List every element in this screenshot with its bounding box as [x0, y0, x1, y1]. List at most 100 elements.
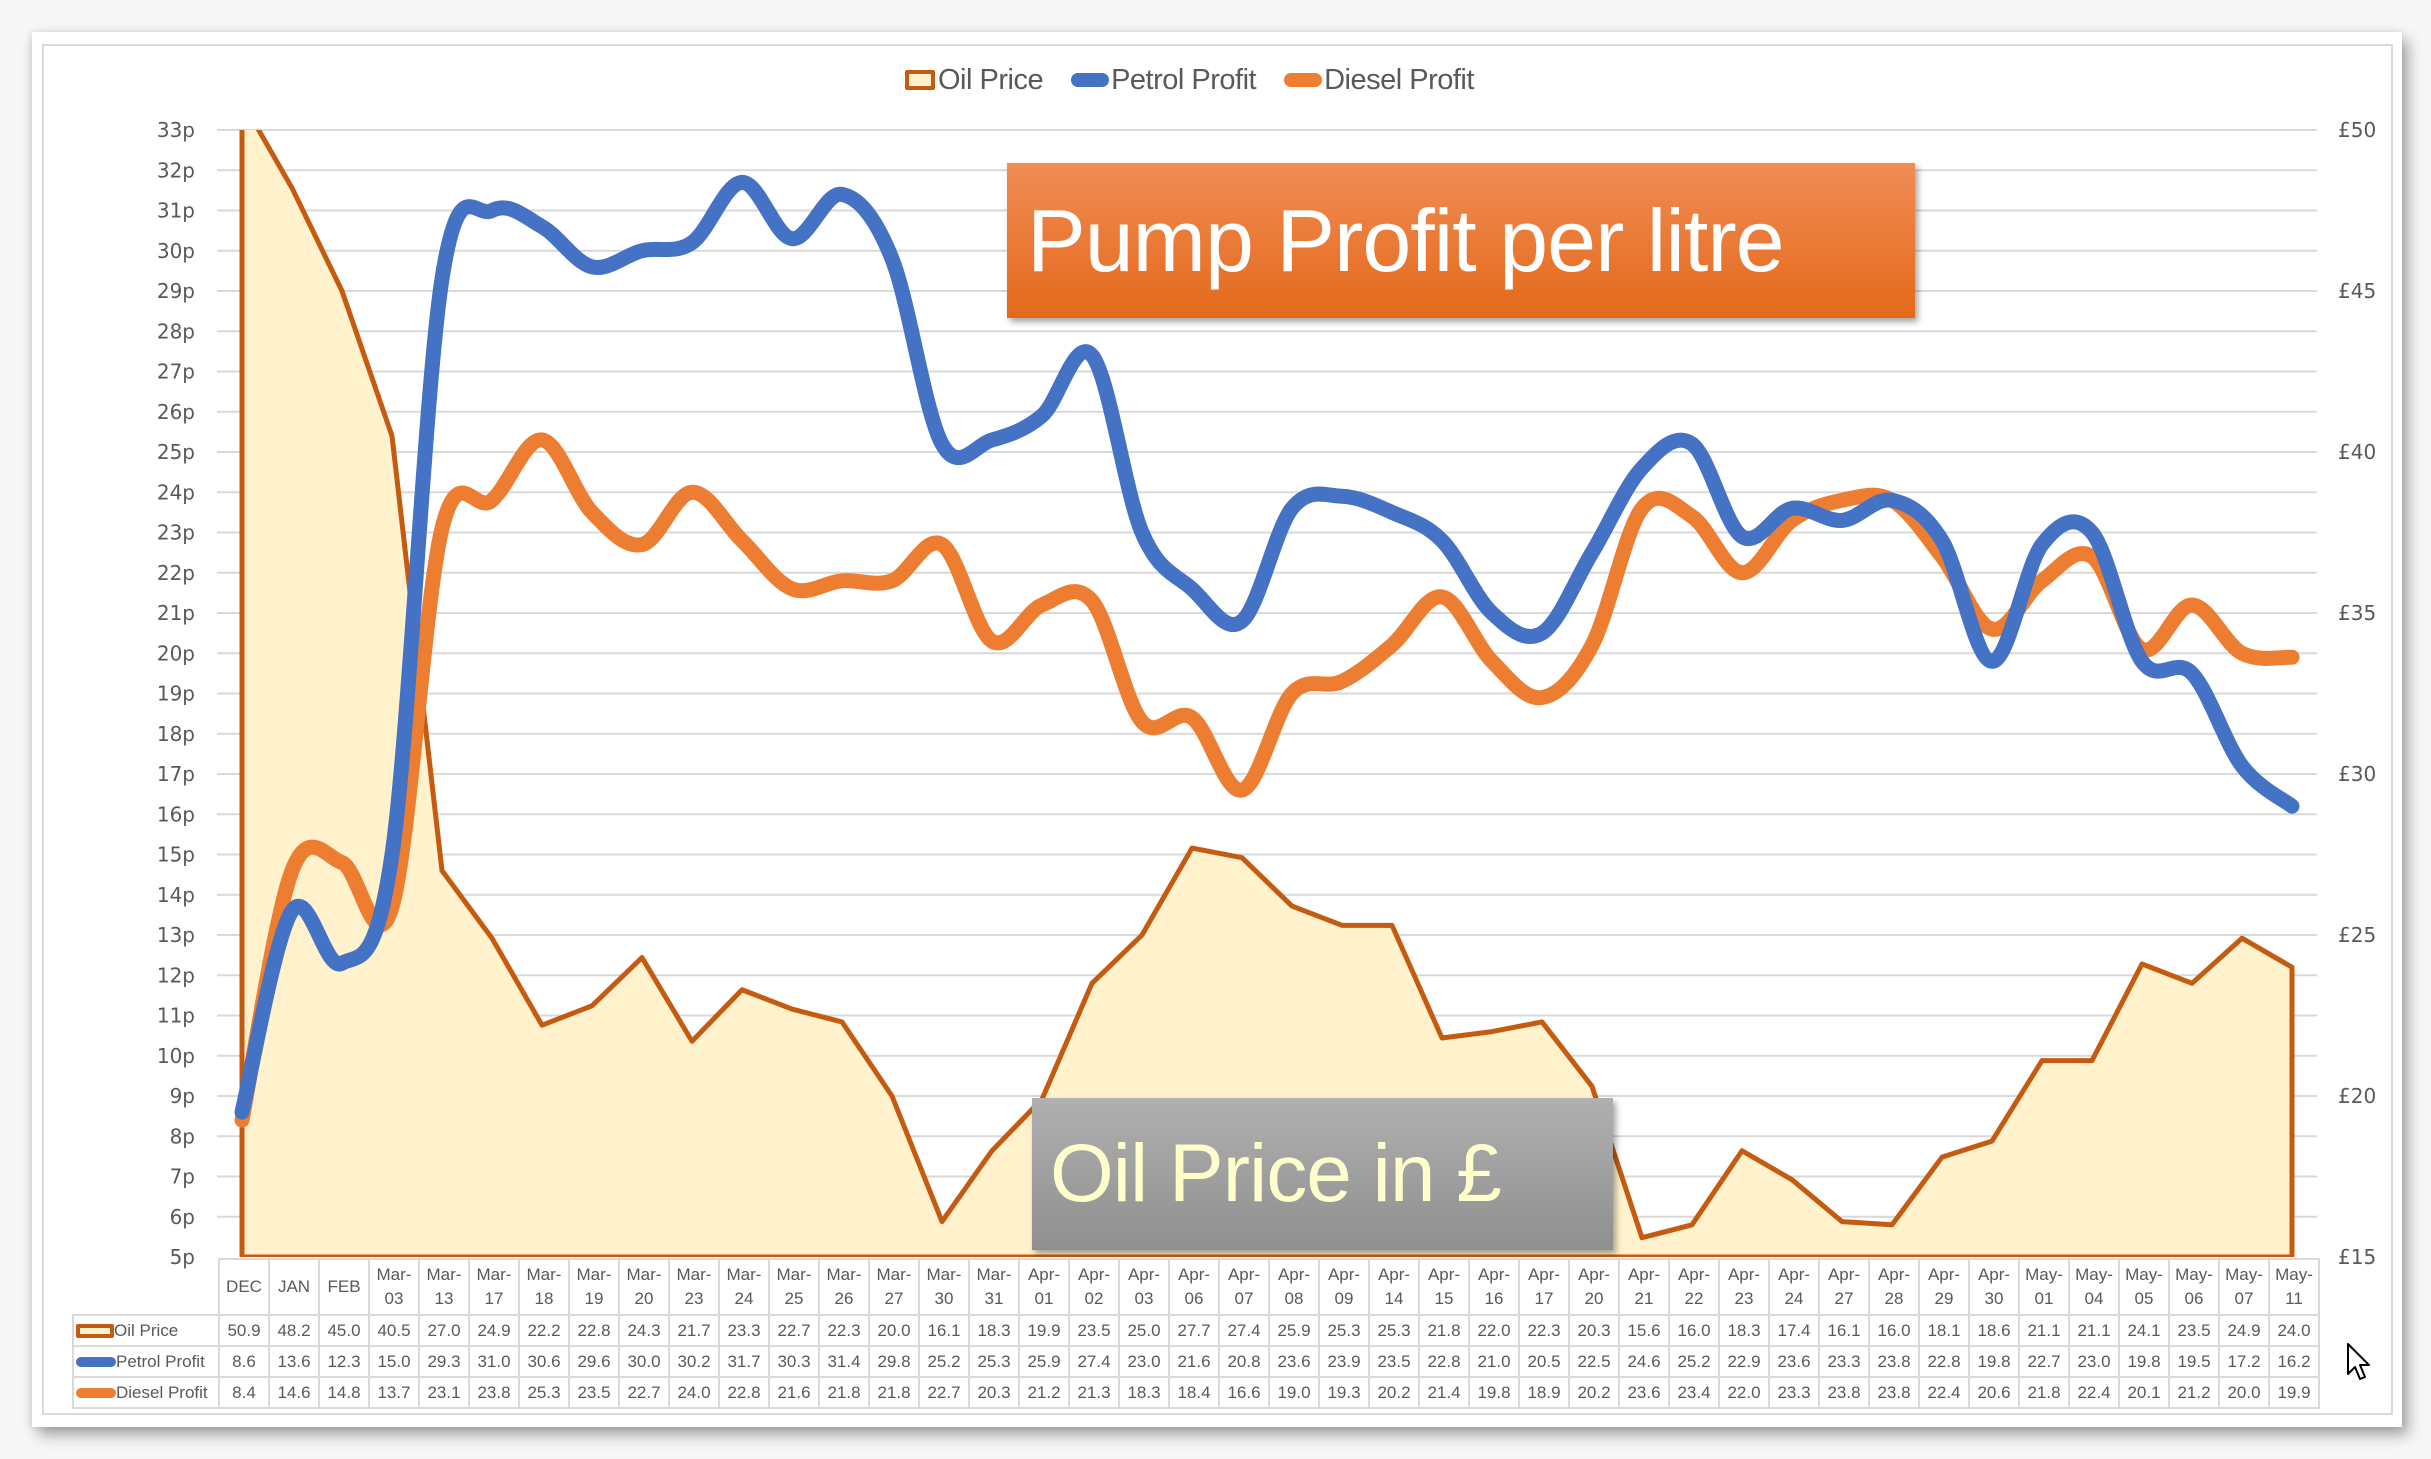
table-cell: 31.7 — [718, 1345, 770, 1378]
table-cell: 50.9 — [218, 1314, 270, 1347]
legend-label-oil: Oil Price — [938, 63, 1044, 96]
table-cell: 23.6 — [1768, 1345, 1820, 1378]
table-cell: 21.8 — [1418, 1314, 1470, 1347]
table-cell: 23.3 — [718, 1314, 770, 1347]
category-header: Mar- 19 — [568, 1258, 620, 1316]
category-header: Apr- 27 — [1818, 1258, 1870, 1316]
table-cell: 21.8 — [868, 1376, 920, 1409]
table-corner — [73, 1259, 219, 1315]
table-cell: 29.3 — [418, 1345, 470, 1378]
row-label-petrol-profit: Petrol Profit — [72, 1345, 220, 1378]
oil-price-swatch-icon — [905, 70, 935, 90]
chart-legend[interactable]: Oil Price Petrol Profit Diesel Profit — [905, 60, 1474, 100]
category-header: Mar- 23 — [668, 1258, 720, 1316]
table-cell: 20.2 — [1368, 1376, 1420, 1409]
table-cell: 23.8 — [1868, 1376, 1920, 1409]
table-cell: 23.8 — [468, 1376, 520, 1409]
table-cell: 22.0 — [1468, 1314, 1520, 1347]
left-axis-tick-label: 19p — [157, 682, 195, 706]
table-cell: 23.3 — [1818, 1345, 1870, 1378]
table-cell: 23.0 — [2068, 1345, 2120, 1378]
table-cell: 21.7 — [668, 1314, 720, 1347]
table-cell: 24.1 — [2118, 1314, 2170, 1347]
table-cell: 21.2 — [1018, 1376, 1070, 1409]
oil-price-area-series[interactable] — [239, 101, 2295, 1257]
diesel-line-swatch-icon — [1284, 73, 1323, 87]
left-axis-tick-label: 25p — [157, 440, 195, 464]
table-cell: 40.5 — [368, 1314, 420, 1347]
table-cell: 24.3 — [618, 1314, 670, 1347]
category-header: Apr- 02 — [1068, 1258, 1120, 1316]
table-cell: 21.6 — [1168, 1345, 1220, 1378]
oil-price-swatch-icon — [76, 1324, 114, 1339]
table-cell: 16.2 — [2268, 1345, 2320, 1378]
left-axis-tick-label: 27p — [157, 360, 195, 384]
category-header: Mar- 31 — [968, 1258, 1020, 1316]
category-header: Mar- 17 — [468, 1258, 520, 1316]
category-header: May- 05 — [2118, 1258, 2170, 1316]
category-header: Apr- 29 — [1918, 1258, 1970, 1316]
table-cell: 20.5 — [1518, 1345, 1570, 1378]
category-header: Mar- 24 — [718, 1258, 770, 1316]
left-axis-tick-label: 13p — [157, 923, 195, 947]
category-header: Mar- 13 — [418, 1258, 470, 1316]
legend-item-petrol-profit[interactable]: Petrol Profit — [1071, 63, 1257, 97]
table-cell: 23.9 — [1318, 1345, 1370, 1378]
pump-profit-title-box[interactable]: Pump Profit per litre — [1007, 163, 1915, 318]
table-cell: 22.7 — [768, 1314, 820, 1347]
title-text: Pump Profit per litre — [1027, 190, 1785, 290]
mouse-pointer-icon — [2347, 1343, 2370, 1380]
table-cell: 20.0 — [868, 1314, 920, 1347]
table-cell: 22.7 — [618, 1376, 670, 1409]
table-cell: 21.1 — [2018, 1314, 2070, 1347]
left-axis-tick-label: 18p — [157, 722, 195, 746]
left-axis-tick-label: 24p — [157, 480, 195, 504]
table-cell: 21.3 — [1068, 1376, 1120, 1409]
legend-label-petrol: Petrol Profit — [1111, 63, 1257, 96]
table-cell: 16.0 — [1868, 1314, 1920, 1347]
table-cell: 29.8 — [868, 1345, 920, 1378]
right-axis-tick-label: £30 — [2338, 762, 2376, 786]
table-cell: 22.9 — [1718, 1345, 1770, 1378]
right-axis-tick-label: £50 — [2338, 118, 2376, 142]
legend-item-diesel-profit[interactable]: Diesel Profit — [1284, 64, 1474, 97]
category-header: Apr- 20 — [1568, 1258, 1620, 1316]
table-cell: 19.9 — [1018, 1314, 1070, 1347]
table-cell: 19.3 — [1318, 1376, 1370, 1409]
left-y-axis: 5p 6p 7p 8p 9p 10p 11p 12p 13p 14p 15p 16p 17p 18p 19p… — [157, 118, 195, 1269]
table-cell: 30.2 — [668, 1345, 720, 1378]
left-axis-tick-label: 20p — [157, 641, 195, 665]
table-cell: 22.3 — [818, 1314, 870, 1347]
table-cell: 21.8 — [2018, 1376, 2070, 1409]
table-cell: 15.0 — [368, 1345, 420, 1378]
table-cell: 8.4 — [218, 1376, 270, 1409]
table-cell: 22.3 — [1518, 1314, 1570, 1347]
legend-item-oil-price[interactable]: Oil Price — [905, 63, 1044, 97]
table-cell: 30.3 — [768, 1345, 820, 1378]
category-header: May- 01 — [2018, 1258, 2070, 1316]
table-cell: 25.9 — [1018, 1345, 1070, 1378]
left-axis-tick-label: 33p — [157, 118, 195, 142]
table-cell: 18.3 — [968, 1314, 1020, 1347]
category-header: May- 07 — [2218, 1258, 2270, 1316]
table-cell: 21.1 — [2068, 1314, 2120, 1347]
table-cell: 29.6 — [568, 1345, 620, 1378]
row-label-diesel-profit: Diesel Profit — [72, 1376, 220, 1409]
category-header: Apr- 08 — [1268, 1258, 1320, 1316]
table-cell: 23.6 — [1618, 1376, 1670, 1409]
category-header: Apr- 03 — [1118, 1258, 1170, 1316]
category-header: May- 11 — [2268, 1258, 2320, 1316]
diesel-profit-line-series[interactable] — [234, 432, 2300, 1128]
table-cell: 23.1 — [418, 1376, 470, 1409]
oil-price-label-box[interactable]: Oil Price in £ — [1032, 1098, 1613, 1250]
left-axis-tick-label: 22p — [157, 561, 195, 585]
table-cell: 25.2 — [918, 1345, 970, 1378]
table-cell: 14.6 — [268, 1376, 320, 1409]
table-cell: 25.9 — [1268, 1314, 1320, 1347]
category-header: Mar- 20 — [618, 1258, 670, 1316]
table-cell: 24.9 — [2218, 1314, 2270, 1347]
table-cell: 30.0 — [618, 1345, 670, 1378]
petrol-profit-line-series[interactable] — [234, 174, 2300, 1120]
table-cell: 23.3 — [1768, 1376, 1820, 1409]
